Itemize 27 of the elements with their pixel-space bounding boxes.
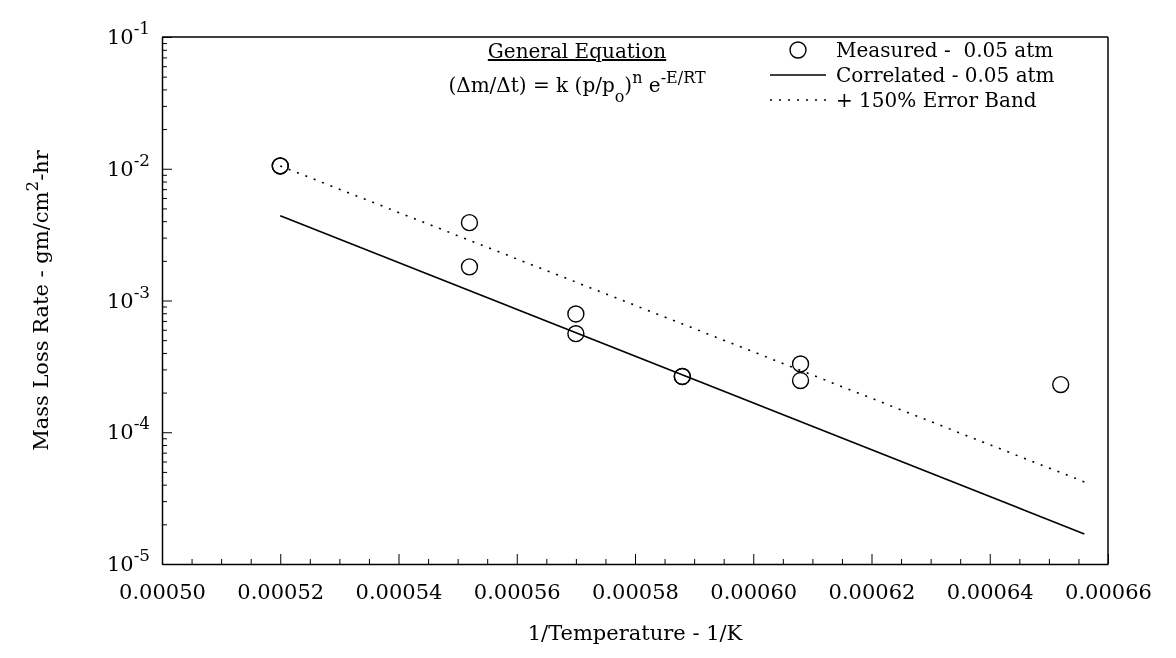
legend-label: Correlated - 0.05 atm [836, 63, 1055, 87]
x-tick-label: 0.00058 [592, 580, 679, 604]
x-tick-label: 0.00050 [119, 580, 206, 604]
x-tick-label: 0.00066 [1065, 580, 1152, 604]
y-tick-label: 10$^{-5}$ [106, 545, 150, 577]
legend-label: Measured - 0.05 atm [836, 38, 1054, 62]
y-tick-label: 10$^{-4}$ [106, 413, 150, 445]
y-tick-label: 10$^{-2}$ [106, 149, 150, 181]
point [791, 355, 810, 373]
x-tick-label: 0.00060 [710, 580, 798, 604]
point [1052, 375, 1070, 394]
y-tick-label: 10$^{-1}$ [106, 18, 150, 50]
y-tick-label: 10$^{-3}$ [106, 281, 150, 313]
point [460, 213, 479, 232]
x-tick-label: 0.00052 [237, 580, 325, 604]
point [567, 325, 585, 343]
x-tick-label: 0.00054 [355, 580, 443, 604]
annotation: (Δm/Δt) = k (p/p$_{o}$)$^{n}$ e$^{-E/RT}$ [448, 67, 706, 106]
point [460, 258, 479, 276]
x-tick-label: 0.00062 [828, 580, 916, 604]
annotation: General Equation [487, 39, 667, 63]
x-axis-title: 1/Temperature - 1/K [527, 621, 743, 645]
x-tick-label: 0.00056 [473, 580, 561, 604]
point [567, 305, 585, 323]
x-tick-label: 0.00064 [946, 580, 1034, 604]
legend-label: + 150% Error Band [836, 88, 1037, 112]
point [791, 371, 810, 390]
